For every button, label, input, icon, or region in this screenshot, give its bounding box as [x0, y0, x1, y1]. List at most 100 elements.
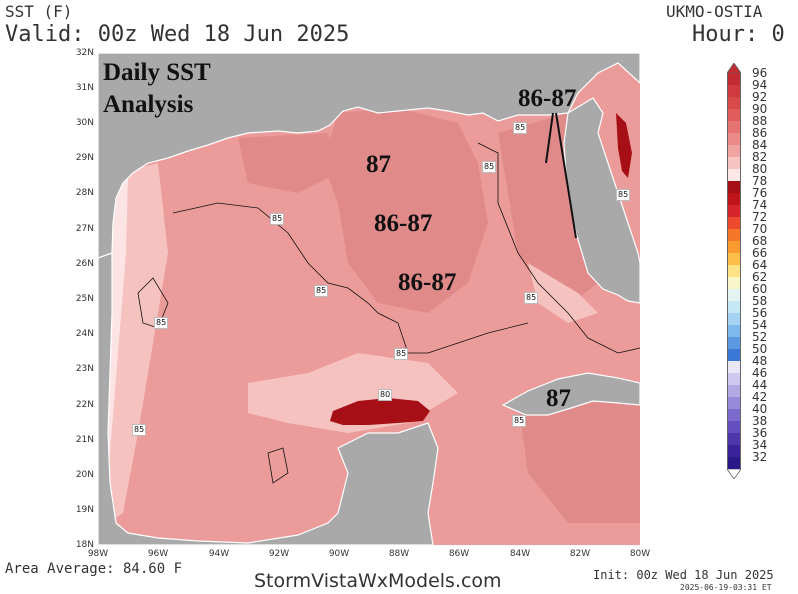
colorbar-label: 92 — [752, 90, 768, 104]
contour-label: 85 — [513, 122, 528, 134]
colorbar-cell — [727, 157, 741, 169]
annotation-central-gulf: 86-87 — [374, 210, 433, 237]
colorbar-cell — [727, 169, 741, 181]
lat-tick: 26N — [75, 259, 94, 269]
lat-tick: 21N — [75, 435, 94, 445]
colorbar-bottom-arrow — [727, 469, 741, 479]
contour-label: 85 — [314, 285, 329, 297]
colorbar-label: 52 — [752, 330, 768, 344]
colorbar-label: 58 — [752, 294, 768, 308]
area-average: Area Average: 84.60 F — [5, 561, 183, 577]
colorbar-cell — [727, 181, 741, 193]
lat-tick: 25N — [75, 294, 94, 304]
colorbar-cell — [727, 229, 741, 241]
florida-east-hot-patch — [616, 113, 632, 178]
colorbar-cell — [727, 349, 741, 361]
colorbar-label: 72 — [752, 210, 768, 224]
pointer-line-left — [545, 112, 554, 164]
contour-line — [267, 447, 289, 484]
contour-label: 85 — [394, 348, 409, 360]
lon-tick: 80W — [629, 549, 651, 559]
colorbar-label: 94 — [752, 78, 768, 92]
colorbar-label: 80 — [752, 162, 768, 176]
lat-tick: 29N — [75, 153, 94, 163]
colorbar-label: 62 — [752, 270, 768, 284]
color-scale-bar — [727, 63, 741, 479]
site-watermark: StormVistaWxModels.com — [254, 570, 502, 592]
contour-label: 85 — [524, 292, 539, 304]
colorbar-label: 46 — [752, 366, 768, 380]
lat-tick: 30N — [75, 118, 94, 128]
lon-tick: 84W — [509, 549, 531, 559]
colorbar-cell — [727, 277, 741, 289]
contour-85 — [137, 142, 640, 484]
contour-label: 85 — [616, 189, 631, 201]
colorbar-label: 56 — [752, 306, 768, 320]
colorbar-label: 88 — [752, 114, 768, 128]
colorbar-cell — [727, 445, 741, 457]
annotation-pointers — [545, 112, 577, 239]
colorbar-cell — [727, 457, 741, 469]
lat-tick: 31N — [75, 83, 94, 93]
colorbar-cell — [727, 397, 741, 409]
generated-time: 2025-06-19-03:31 ET — [680, 583, 772, 592]
warm-zone-caribbean — [518, 383, 640, 523]
colorbar-cell — [727, 109, 741, 121]
colorbar-label: 82 — [752, 150, 768, 164]
colorbar-label: 84 — [752, 138, 768, 152]
lon-tick: 92W — [268, 549, 290, 559]
lon-tick: 90W — [328, 549, 350, 559]
cool-zone-florida-shelf — [528, 263, 598, 323]
colorbar-top-arrow — [727, 63, 741, 73]
lon-tick: 94W — [208, 549, 230, 559]
colorbar-label: 78 — [752, 174, 768, 188]
annotation-east-central-gulf: 86-87 — [398, 269, 457, 296]
colorbar-label: 44 — [752, 378, 768, 392]
annotation-florida-coast: 86-87 — [518, 85, 577, 112]
sst-map: Daily SST Analysis 86-87 87 86-87 86-87 … — [98, 53, 640, 545]
colorbar-cell — [727, 73, 741, 85]
colorbar-cell — [727, 289, 741, 301]
colorbar-cell — [727, 409, 741, 421]
colorbar-label: 64 — [752, 258, 768, 272]
colorbar-label: 86 — [752, 126, 768, 140]
annotation-north-gulf: 87 — [366, 151, 391, 178]
lon-tick: 82W — [569, 549, 591, 559]
lat-tick: 32N — [75, 48, 94, 58]
lon-tick: 98W — [87, 549, 109, 559]
colorbar-label: 50 — [752, 342, 768, 356]
colorbar-label: 40 — [752, 402, 768, 416]
lat-tick: 20N — [75, 470, 94, 480]
contour-line — [477, 142, 640, 354]
contour-label: 85 — [512, 415, 527, 427]
warm-zone-northwest — [238, 133, 338, 193]
colorbar-label: 54 — [752, 318, 768, 332]
contour-label: 85 — [482, 161, 497, 173]
colorbar-label: 38 — [752, 414, 768, 428]
mexico-land — [98, 252, 439, 545]
colorbar-cell — [727, 313, 741, 325]
colorbar-label: 32 — [752, 450, 768, 464]
lon-tick: 96W — [147, 549, 169, 559]
lat-tick: 28N — [75, 188, 94, 198]
colorbar-cell — [727, 193, 741, 205]
colorbar-label: 68 — [752, 234, 768, 248]
valid-time: Valid: 00z Wed 18 Jun 2025 — [5, 22, 350, 47]
contour-line — [137, 277, 169, 329]
contour-label: 85 — [270, 213, 285, 225]
colorbar-cell — [727, 421, 741, 433]
annotation-cuba: 87 — [546, 385, 571, 412]
colorbar-cell — [727, 433, 741, 445]
colorbar-label: 76 — [752, 186, 768, 200]
variable-label: SST (F) — [5, 2, 73, 21]
colorbar-label: 96 — [752, 66, 768, 80]
colorbar-label: 60 — [752, 282, 768, 296]
lon-tick: 86W — [448, 549, 470, 559]
contour-label: 85 — [154, 317, 169, 329]
lat-tick: 23N — [75, 364, 94, 374]
colorbar-label: 90 — [752, 102, 768, 116]
colorbar-cell — [727, 97, 741, 109]
colorbar-cell — [727, 121, 741, 133]
colorbar-cell — [727, 145, 741, 157]
cuba-land — [501, 372, 640, 416]
